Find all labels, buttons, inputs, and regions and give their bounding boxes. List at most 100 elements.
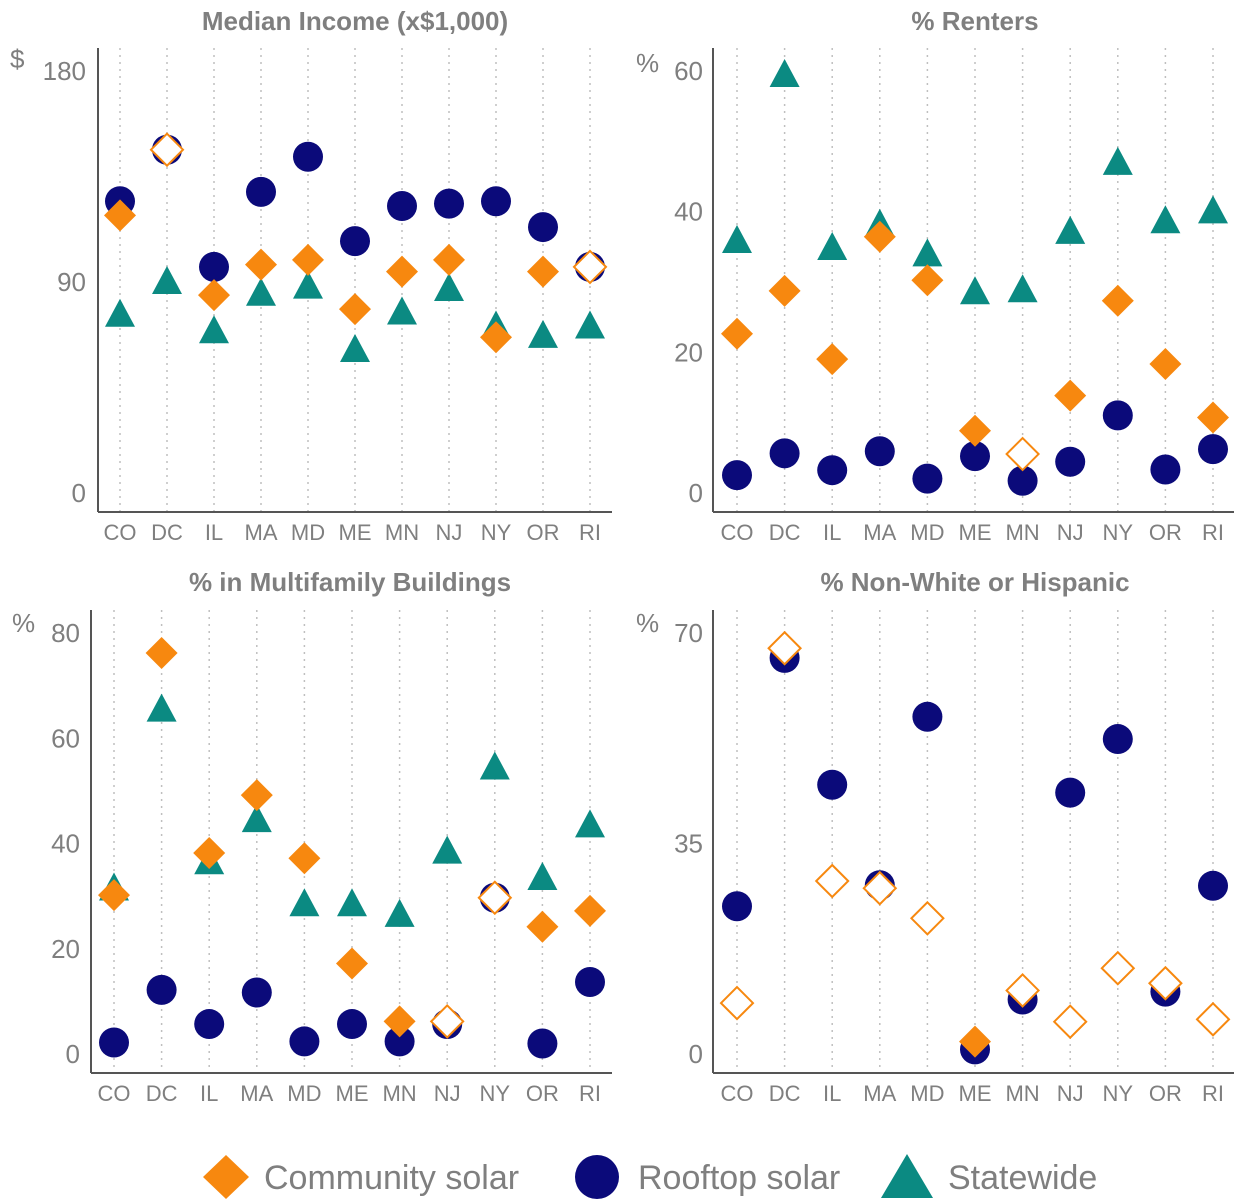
x-tick-label: MD bbox=[910, 520, 944, 545]
rooftop-point-il bbox=[817, 769, 848, 800]
x-tick-label: ME bbox=[339, 520, 372, 545]
rooftop-point-ma bbox=[864, 436, 895, 467]
community-point-or bbox=[527, 255, 559, 288]
rooftop-point-il bbox=[199, 251, 229, 282]
rooftop-point-dc bbox=[146, 974, 177, 1005]
y-tick-label: 90 bbox=[57, 267, 86, 297]
triangle-icon bbox=[881, 1154, 933, 1198]
legend-item-community: Community solar bbox=[203, 1155, 519, 1199]
panel-title: % Renters bbox=[911, 6, 1038, 36]
statewide-point-nj bbox=[434, 273, 464, 302]
x-tick-label: IL bbox=[205, 520, 223, 545]
legend-label-community: Community solar bbox=[264, 1159, 519, 1197]
rooftop-point-me bbox=[337, 1009, 367, 1040]
statewide-point-co bbox=[105, 298, 135, 327]
community-point-mn bbox=[383, 1005, 416, 1038]
y-tick-label: 0 bbox=[72, 478, 86, 508]
rooftop-point-ri bbox=[575, 966, 605, 997]
x-tick-label: OR bbox=[1149, 520, 1182, 545]
x-tick-label: NJ bbox=[436, 520, 463, 545]
statewide-point-nj bbox=[432, 835, 463, 864]
y-tick-label: 60 bbox=[674, 56, 703, 86]
community-point-dc bbox=[767, 630, 803, 666]
y-tick-label: 180 bbox=[43, 56, 86, 86]
community-point-mn bbox=[1005, 436, 1041, 472]
panel-title: % in Multifamily Buildings bbox=[189, 567, 511, 597]
community-point-ma bbox=[863, 220, 896, 253]
x-tick-label: DC bbox=[146, 1081, 178, 1106]
panel-renters: % Renters % 0 20 40 60 CO DC IL MA MD ME MN NJ NY OR… bbox=[636, 6, 1234, 545]
statewide-point-ma bbox=[246, 277, 276, 306]
statewide-point-mn bbox=[1007, 274, 1038, 303]
x-tick-label: NY bbox=[481, 520, 512, 545]
community-point-me bbox=[339, 293, 371, 326]
community-point-il bbox=[814, 863, 850, 899]
statewide-point-il bbox=[199, 315, 229, 344]
statewide-point-or bbox=[528, 319, 558, 348]
statewide-point-ny bbox=[479, 751, 510, 780]
statewide-point-ma bbox=[241, 804, 272, 833]
x-tick-label: MA bbox=[863, 1081, 896, 1106]
community-point-co bbox=[104, 199, 136, 232]
rooftop-point-il bbox=[194, 1009, 225, 1040]
community-point-dc bbox=[149, 132, 185, 168]
community-point-ny bbox=[1101, 284, 1134, 317]
x-tick-label: CO bbox=[104, 520, 137, 545]
community-point-ma bbox=[240, 779, 273, 812]
rooftop-point-me bbox=[960, 441, 990, 472]
community-point-ma bbox=[862, 870, 898, 906]
community-point-nj bbox=[1052, 1004, 1088, 1040]
community-point-or bbox=[526, 910, 559, 943]
x-tick-label: NY bbox=[1103, 520, 1134, 545]
rooftop-point-or bbox=[528, 212, 558, 243]
statewide-point-me bbox=[960, 276, 990, 305]
statewide-point-ri bbox=[575, 809, 605, 838]
panel-median-income: Median Income (x$1,000) $ 0 90 180 CO DC IL M… bbox=[10, 6, 612, 545]
community-point-ny bbox=[480, 321, 512, 354]
panel-non-white: % Non-White or Hispanic % 0 35 70 CO DC IL MA… bbox=[636, 567, 1234, 1106]
x-tick-label: NY bbox=[480, 1081, 511, 1106]
y-tick-label: 20 bbox=[51, 934, 80, 964]
legend-item-rooftop: Rooftop solar bbox=[575, 1155, 840, 1199]
x-tick-label: DC bbox=[769, 1081, 801, 1106]
community-point-ny bbox=[1100, 950, 1136, 986]
y-tick-label: 0 bbox=[689, 1039, 703, 1069]
x-tick-label: MA bbox=[245, 520, 278, 545]
rooftop-point-ri bbox=[1198, 870, 1228, 901]
community-point-or bbox=[1147, 965, 1183, 1001]
rooftop-point-il bbox=[817, 455, 848, 486]
rooftop-point-nj bbox=[1055, 446, 1086, 477]
community-point-il bbox=[198, 279, 230, 312]
community-point-me bbox=[959, 1025, 991, 1058]
statewide-point-dc bbox=[146, 693, 177, 722]
statewide-point-me bbox=[340, 333, 370, 362]
x-tick-label: IL bbox=[200, 1081, 218, 1106]
y-unit-label: % bbox=[636, 608, 659, 638]
rooftop-point-mn bbox=[387, 190, 417, 221]
rooftop-point-dc bbox=[769, 438, 800, 469]
legend-label-statewide: Statewide bbox=[948, 1159, 1097, 1197]
x-tick-label: MA bbox=[240, 1081, 273, 1106]
rooftop-point-nj bbox=[1055, 777, 1086, 808]
x-tick-label: MN bbox=[382, 1081, 416, 1106]
community-point-il bbox=[816, 343, 849, 376]
x-tick-label: MD bbox=[291, 520, 325, 545]
x-tick-label: OR bbox=[526, 1081, 559, 1106]
x-tick-label: MD bbox=[910, 1081, 944, 1106]
statewide-point-co bbox=[722, 224, 752, 253]
y-tick-label: 0 bbox=[689, 478, 703, 508]
rooftop-point-mn bbox=[384, 1026, 415, 1057]
y-tick-label: 40 bbox=[51, 829, 80, 859]
community-point-me bbox=[959, 414, 991, 447]
legend-item-statewide: Statewide bbox=[881, 1154, 1097, 1198]
rooftop-point-nj bbox=[434, 188, 464, 219]
community-point-co bbox=[98, 879, 130, 912]
rooftop-point-ny bbox=[481, 186, 511, 217]
statewide-point-dc bbox=[152, 265, 182, 294]
rooftop-point-md bbox=[289, 1026, 320, 1057]
y-tick-label: 20 bbox=[674, 337, 703, 367]
x-tick-label: MN bbox=[1005, 1081, 1039, 1106]
community-point-il bbox=[193, 837, 226, 870]
circle-icon bbox=[575, 1155, 619, 1199]
